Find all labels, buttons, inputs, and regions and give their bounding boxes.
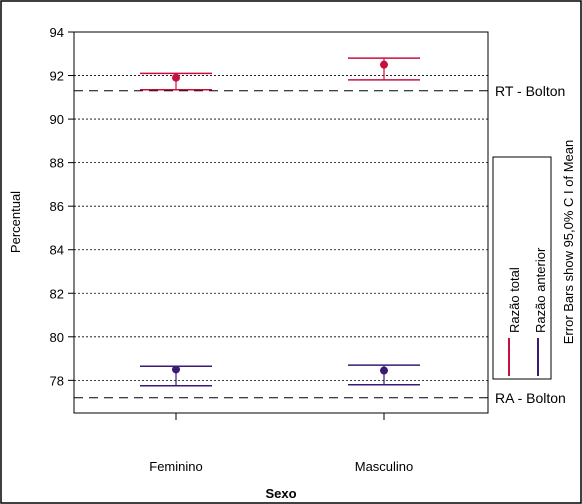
y-tick-label-92: 92 xyxy=(50,69,64,84)
y-tick-label-80: 80 xyxy=(50,330,64,345)
y-tick-label-86: 86 xyxy=(50,199,64,214)
x-axis: Feminino Masculino xyxy=(149,413,413,474)
x-tick-label-feminino: Feminino xyxy=(149,459,202,474)
gridlines xyxy=(74,75,488,381)
reference-label-ra-bolton: RA - Bolton xyxy=(495,390,566,406)
mean-point-razao-anterior-feminino xyxy=(172,365,180,374)
y-tick-label-90: 90 xyxy=(50,112,64,127)
legend-box xyxy=(492,156,552,380)
x-axis-title: Sexo xyxy=(265,486,296,501)
y-tick-label-84: 84 xyxy=(50,243,64,258)
error-bars xyxy=(140,57,420,387)
legend-label-razao-anterior: Razão anterior xyxy=(533,247,548,333)
x-tick-label-masculino: Masculino xyxy=(355,459,414,474)
legend: Razão total Razão anterior xyxy=(492,156,552,380)
mean-point-razao-anterior-masculino xyxy=(380,366,388,375)
y-axis: 78 80 82 84 86 88 90 92 94 xyxy=(50,25,74,388)
error-bar-note: Error Bars show 95,0% C I of Mean xyxy=(561,140,576,344)
plot-area xyxy=(73,31,489,414)
y-tick-label-78: 78 xyxy=(50,373,64,388)
y-tick-label-88: 88 xyxy=(50,156,64,171)
y-tick-label-82: 82 xyxy=(50,286,64,301)
legend-label-razao-total: Razão total xyxy=(507,267,522,333)
reference-label-rt-bolton: RT - Bolton xyxy=(495,83,565,99)
y-tick-label-94: 94 xyxy=(50,25,64,40)
reference-lines: RT - Bolton RA - Bolton xyxy=(74,83,566,406)
y-axis-title: Percentual xyxy=(8,191,23,253)
mean-point-razao-total-feminino xyxy=(172,73,180,82)
mean-point-razao-total-masculino xyxy=(380,60,388,69)
